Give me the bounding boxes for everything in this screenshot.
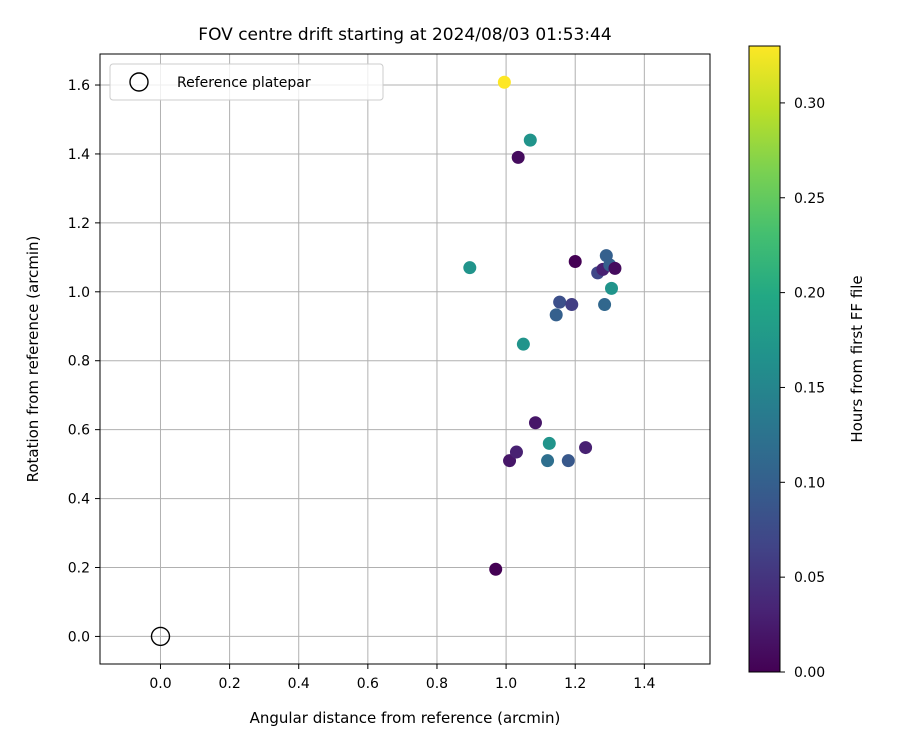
colorbar-ticks: 0.00 0.05 0.10 0.15 0.20 0.25 0.30 [780,96,825,681]
scatter-point [542,436,556,450]
y-tick-label: 0.0 [68,629,90,645]
x-tick-label: 0.6 [357,676,379,692]
y-axis-label: Rotation from reference (arcmin) [24,236,42,483]
y-tick-label: 0.4 [68,492,90,508]
x-tick-label: 0.8 [426,676,448,692]
colorbar-tick-label: 0.20 [794,286,825,302]
chart-title: FOV centre drift starting at 2024/08/03 … [198,25,611,45]
scatter-point [516,337,530,351]
y-tick-label: 1.0 [68,285,90,301]
colorbar-tick-label: 0.30 [794,96,825,112]
x-tick-label: 1.2 [564,676,586,692]
colorbar-gradient [748,45,781,673]
reference-platepar-marker [150,626,171,647]
y-tick-label: 0.6 [68,423,90,439]
plot-frame [99,53,711,665]
colorbar-label: Hours from first FF file [848,275,866,442]
scatter-point [528,416,542,430]
x-axis-label: Angular distance from reference (arcmin) [250,709,561,727]
scatter-point [579,441,593,455]
scatter-point [523,133,537,147]
colorbar-tick-label: 0.05 [794,570,825,586]
x-axis-ticks: 0.0 0.2 0.4 0.6 0.8 1.0 1.2 1.4 [149,664,656,692]
scatter-point [561,454,575,468]
x-tick-label: 0.4 [288,676,310,692]
colorbar-tick-label: 0.00 [794,665,825,681]
scatter-point [549,308,563,322]
legend-marker-reference [129,72,149,92]
legend: Reference platepar [109,63,384,101]
scatter-point [497,75,511,89]
legend-label-reference: Reference platepar [177,75,311,91]
colorbar-tick-label: 0.10 [794,475,825,491]
y-tick-label: 1.6 [68,78,90,94]
colorbar-tick-label: 0.15 [794,380,825,396]
y-axis-ticks: 0.0 0.2 0.4 0.6 0.8 1.0 1.2 1.4 1.6 [68,78,100,645]
y-tick-label: 1.2 [68,216,90,232]
y-tick-label: 0.8 [68,354,90,370]
reference-marker-layer [150,626,171,647]
x-tick-label: 1.0 [495,676,517,692]
colorbar-tick-label: 0.25 [794,191,825,207]
scatter-point [553,295,567,309]
legend-box [109,63,384,101]
data-points [463,75,622,576]
scatter-point [565,298,579,312]
scatter-point [598,298,612,312]
x-tick-label: 0.2 [218,676,240,692]
scatter-point [489,562,503,576]
scatter-point [541,454,555,468]
y-tick-label: 1.4 [68,147,90,163]
colorbar: 0.00 0.05 0.10 0.15 0.20 0.25 0.30 Hours from … [748,45,866,681]
scatter-point [605,281,619,295]
x-tick-label: 1.4 [633,676,655,692]
scatter-point [463,261,477,275]
scatter-point [509,445,523,459]
grid-lines [100,54,710,664]
scatter-point [511,150,525,164]
scatter-point [608,261,622,275]
x-tick-label: 0.0 [149,676,171,692]
scatter-point [568,254,582,268]
y-tick-label: 0.2 [68,561,90,577]
